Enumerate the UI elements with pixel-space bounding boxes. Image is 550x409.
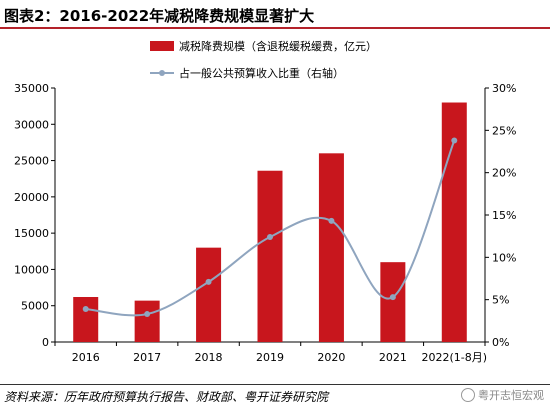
y2-tick-label: 15%: [492, 209, 516, 222]
bar: [257, 170, 283, 342]
y-tick-label: 25000: [14, 155, 49, 168]
watermark-text: 粤开志恒宏观: [478, 389, 544, 402]
x-tick-label: 2019: [256, 351, 284, 364]
y-tick-label: 5000: [21, 300, 49, 313]
y2-tick-label: 0%: [492, 336, 509, 349]
x-tick-label: 2017: [133, 351, 161, 364]
line-point: [82, 305, 89, 312]
source-note: 资料来源：历年政府预算执行报告、财政部、粤开证券研究院: [4, 390, 329, 404]
wechat-icon: [461, 388, 475, 402]
bar: [380, 262, 406, 342]
x-tick-label: 2016: [72, 351, 100, 364]
footer-divider: [0, 384, 550, 385]
y2-tick-label: 5%: [492, 294, 509, 307]
line-point: [389, 294, 396, 301]
legend-line-marker: [159, 70, 165, 76]
series-line: [85, 140, 456, 317]
bar: [73, 297, 99, 342]
bar: [134, 300, 160, 342]
watermark: 粤开志恒宏观: [461, 387, 544, 403]
y-tick-label: 30000: [14, 118, 49, 131]
y2-tick-label: 25%: [492, 124, 516, 137]
y-tick-label: 15000: [14, 227, 49, 240]
y-tick-label: 10000: [14, 263, 49, 276]
line-point: [328, 217, 335, 224]
y2-tick-label: 10%: [492, 251, 516, 264]
y2-tick-label: 30%: [492, 82, 516, 95]
x-tick-label: 2020: [317, 351, 345, 364]
bar: [318, 153, 344, 342]
legend-bar-label: 减税降费规模（含退税缓税缓费，亿元）: [179, 39, 377, 53]
y-tick-label: 35000: [14, 82, 49, 95]
bar: [196, 247, 222, 342]
legend-bar-swatch: [150, 41, 174, 51]
chart-area: 0 5000 10000 15000 20000 25000 30000 35000 0% 5% 1…: [14, 39, 516, 364]
line-point: [267, 234, 273, 241]
y-tick-label: 0: [42, 336, 49, 349]
y2-tick-label: 20%: [492, 167, 516, 180]
legend-line-label: 占一般公共预算收入比重（右轴）: [179, 66, 344, 80]
chart-title: 图表2：2016-2022年减税降费规模显著扩大: [4, 7, 315, 25]
x-tick-label: 2022(1-8月): [422, 351, 488, 364]
x-tick-label: 2018: [195, 351, 223, 364]
line-point: [205, 278, 212, 285]
x-tick-label: 2021: [379, 351, 407, 364]
title-divider: [0, 27, 550, 29]
line-point: [144, 311, 151, 318]
line-point: [451, 137, 458, 144]
y-tick-label: 20000: [14, 191, 49, 204]
